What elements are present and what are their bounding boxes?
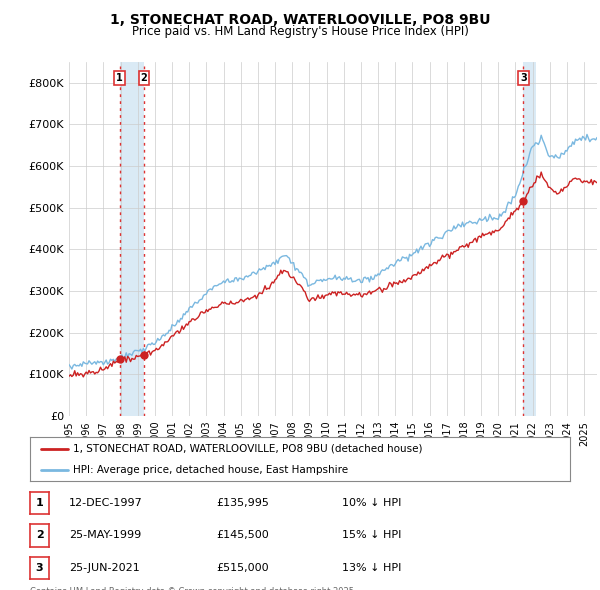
Text: Contains HM Land Registry data © Crown copyright and database right 2025.: Contains HM Land Registry data © Crown c…: [30, 587, 356, 590]
Text: £145,500: £145,500: [216, 530, 269, 540]
Text: £515,000: £515,000: [216, 563, 269, 573]
Text: 15% ↓ HPI: 15% ↓ HPI: [342, 530, 401, 540]
Bar: [120, 62, 144, 416]
Text: 1, STONECHAT ROAD, WATERLOOVILLE, PO8 9BU: 1, STONECHAT ROAD, WATERLOOVILLE, PO8 9B…: [110, 13, 490, 27]
Text: Price paid vs. HM Land Registry's House Price Index (HPI): Price paid vs. HM Land Registry's House …: [131, 25, 469, 38]
Text: 2: 2: [36, 530, 43, 540]
Text: 13% ↓ HPI: 13% ↓ HPI: [342, 563, 401, 573]
Text: 25-JUN-2021: 25-JUN-2021: [69, 563, 140, 573]
Text: 1, STONECHAT ROAD, WATERLOOVILLE, PO8 9BU (detached house): 1, STONECHAT ROAD, WATERLOOVILLE, PO8 9B…: [73, 444, 422, 454]
Text: 2: 2: [141, 73, 148, 83]
Text: HPI: Average price, detached house, East Hampshire: HPI: Average price, detached house, East…: [73, 465, 349, 475]
Text: 3: 3: [36, 563, 43, 573]
Text: 1: 1: [116, 73, 123, 83]
Text: 3: 3: [520, 73, 527, 83]
Text: 12-DEC-1997: 12-DEC-1997: [69, 498, 143, 508]
Text: £135,995: £135,995: [216, 498, 269, 508]
Text: 25-MAY-1999: 25-MAY-1999: [69, 530, 141, 540]
Bar: [523, 62, 536, 416]
Text: 1: 1: [36, 498, 43, 508]
Text: 10% ↓ HPI: 10% ↓ HPI: [342, 498, 401, 508]
